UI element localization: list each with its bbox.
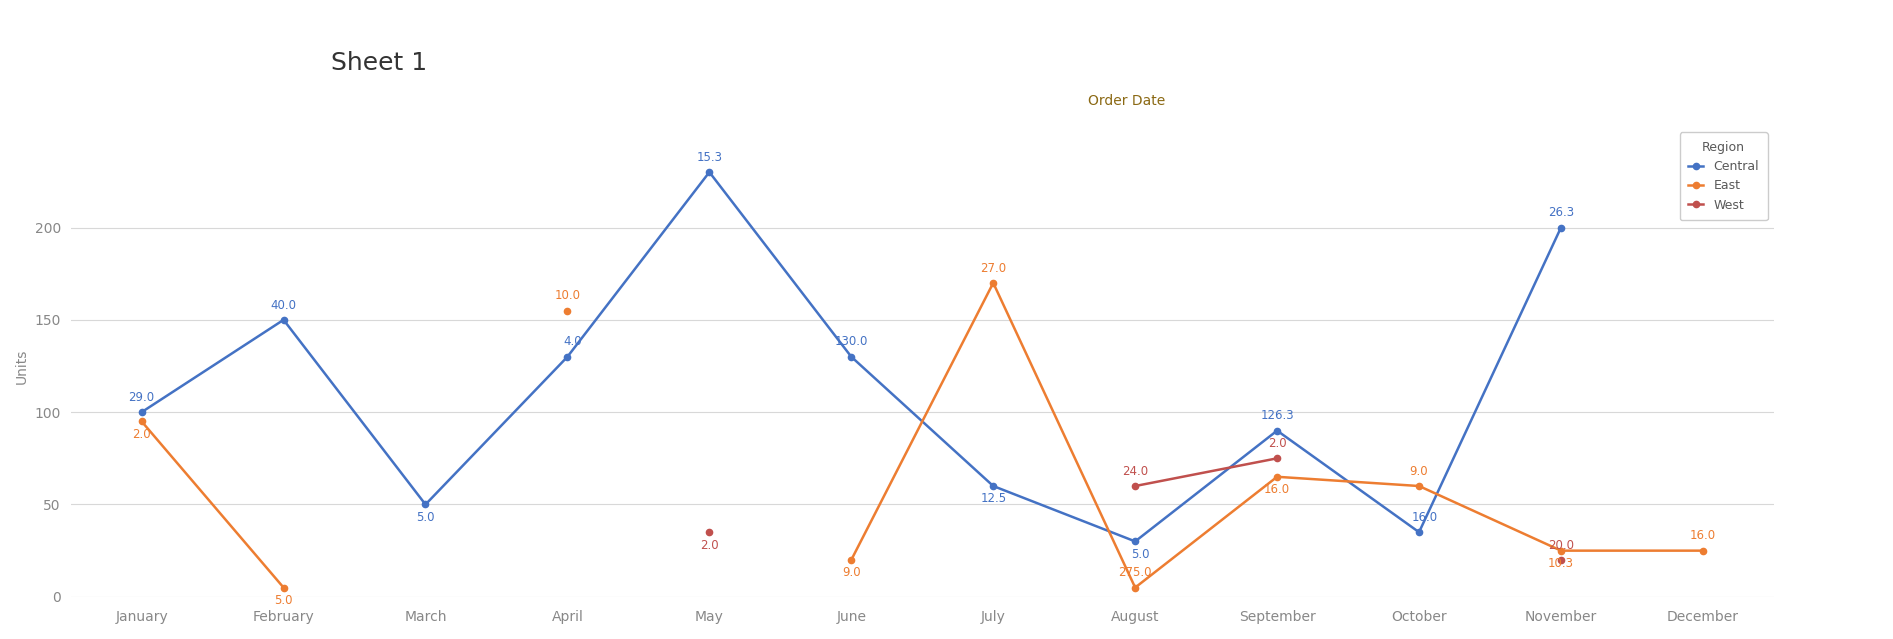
Text: 275.0: 275.0 <box>1119 566 1153 579</box>
Line: West: West <box>706 455 1564 563</box>
West <box>1266 454 1289 462</box>
East <box>273 584 295 592</box>
Central <box>982 482 1005 490</box>
Y-axis label: Units: Units <box>15 348 28 383</box>
Text: 130.0: 130.0 <box>835 335 869 348</box>
Central <box>1550 224 1573 231</box>
Central <box>273 316 295 324</box>
Line: Central: Central <box>138 169 1564 544</box>
Text: 16.0: 16.0 <box>1412 511 1437 524</box>
Text: 40.0: 40.0 <box>271 298 297 311</box>
East <box>131 417 153 425</box>
Text: 9.0: 9.0 <box>1410 465 1429 478</box>
Text: 2.0: 2.0 <box>1268 437 1287 450</box>
Text: 27.0: 27.0 <box>981 261 1007 275</box>
Text: 29.0: 29.0 <box>129 391 155 404</box>
Text: 20.0: 20.0 <box>1548 539 1573 551</box>
Legend: Central, East, West: Central, East, West <box>1679 132 1768 220</box>
Text: 5.0: 5.0 <box>416 511 435 524</box>
Text: 4.0: 4.0 <box>564 335 583 348</box>
Central <box>415 500 437 508</box>
Text: 26.3: 26.3 <box>1548 206 1575 219</box>
Central <box>1124 537 1147 545</box>
Text: 10.3: 10.3 <box>1548 557 1573 570</box>
Text: 5.0: 5.0 <box>274 594 293 607</box>
Central <box>1408 528 1431 536</box>
Central <box>1266 427 1289 435</box>
East <box>1408 482 1431 490</box>
East <box>1692 547 1715 555</box>
Text: 9.0: 9.0 <box>842 566 861 580</box>
Text: 24.0: 24.0 <box>1123 465 1149 478</box>
Central <box>699 168 721 176</box>
East <box>557 307 579 314</box>
West <box>1124 482 1147 490</box>
Text: 12.5: 12.5 <box>981 493 1007 505</box>
Text: 126.3: 126.3 <box>1261 410 1295 422</box>
Central <box>840 353 863 360</box>
Line: East: East <box>138 280 1706 590</box>
East <box>1266 473 1289 481</box>
Text: 5.0: 5.0 <box>1132 548 1149 561</box>
Text: 15.3: 15.3 <box>697 151 723 164</box>
West <box>699 528 721 536</box>
East <box>840 556 863 564</box>
West <box>1550 556 1573 564</box>
Text: 16.0: 16.0 <box>1265 483 1291 497</box>
Text: Order Date: Order Date <box>1088 93 1166 107</box>
Text: 2.0: 2.0 <box>700 539 719 551</box>
East <box>1550 547 1573 555</box>
East <box>1124 584 1147 592</box>
Text: 16.0: 16.0 <box>1690 529 1715 543</box>
Text: 10.0: 10.0 <box>555 289 581 302</box>
Text: Sheet 1: Sheet 1 <box>331 51 428 75</box>
East <box>982 279 1005 287</box>
Central <box>131 408 153 416</box>
Text: 2.0: 2.0 <box>133 428 151 441</box>
Central <box>557 353 579 360</box>
